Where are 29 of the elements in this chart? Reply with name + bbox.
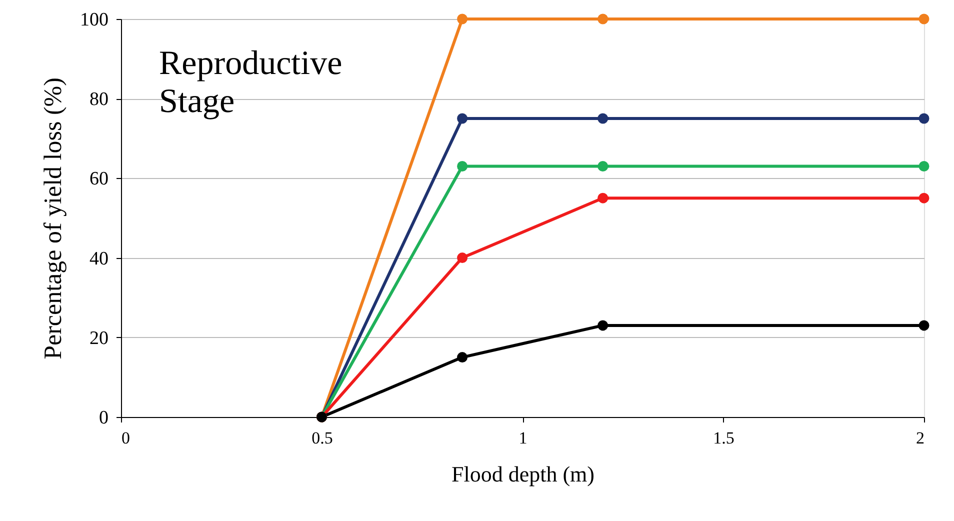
y-tick-label: 100 [80,10,108,30]
point [598,113,608,124]
point [457,14,468,24]
point [918,14,930,24]
point [598,192,608,204]
x-tick-label: 1 [518,428,528,448]
point [598,161,608,172]
point [598,14,608,24]
y-tick-label: 80 [90,89,108,110]
x-axis-title: Flood depth (m) [452,462,594,486]
x-tick-label: 2 [916,428,924,448]
point [918,113,930,124]
point [457,352,468,363]
annotation: Reproductive Stage [159,45,342,120]
x-tick-label: 0.5 [312,428,333,448]
y-tick-label: 40 [90,248,108,270]
point [918,161,930,172]
point [918,192,930,204]
point [457,113,468,124]
x-tick-label: 0 [122,428,130,448]
x-tick-label: 1.5 [713,428,734,448]
y-axis-title: Percentage of yield loss (%) [40,78,67,360]
point [457,252,468,264]
point [457,161,468,172]
point [918,320,930,331]
y-tick-label: 60 [90,168,108,190]
point [598,320,608,331]
y-tick-label: 20 [90,328,108,349]
y-tick-label: 0 [99,408,108,428]
